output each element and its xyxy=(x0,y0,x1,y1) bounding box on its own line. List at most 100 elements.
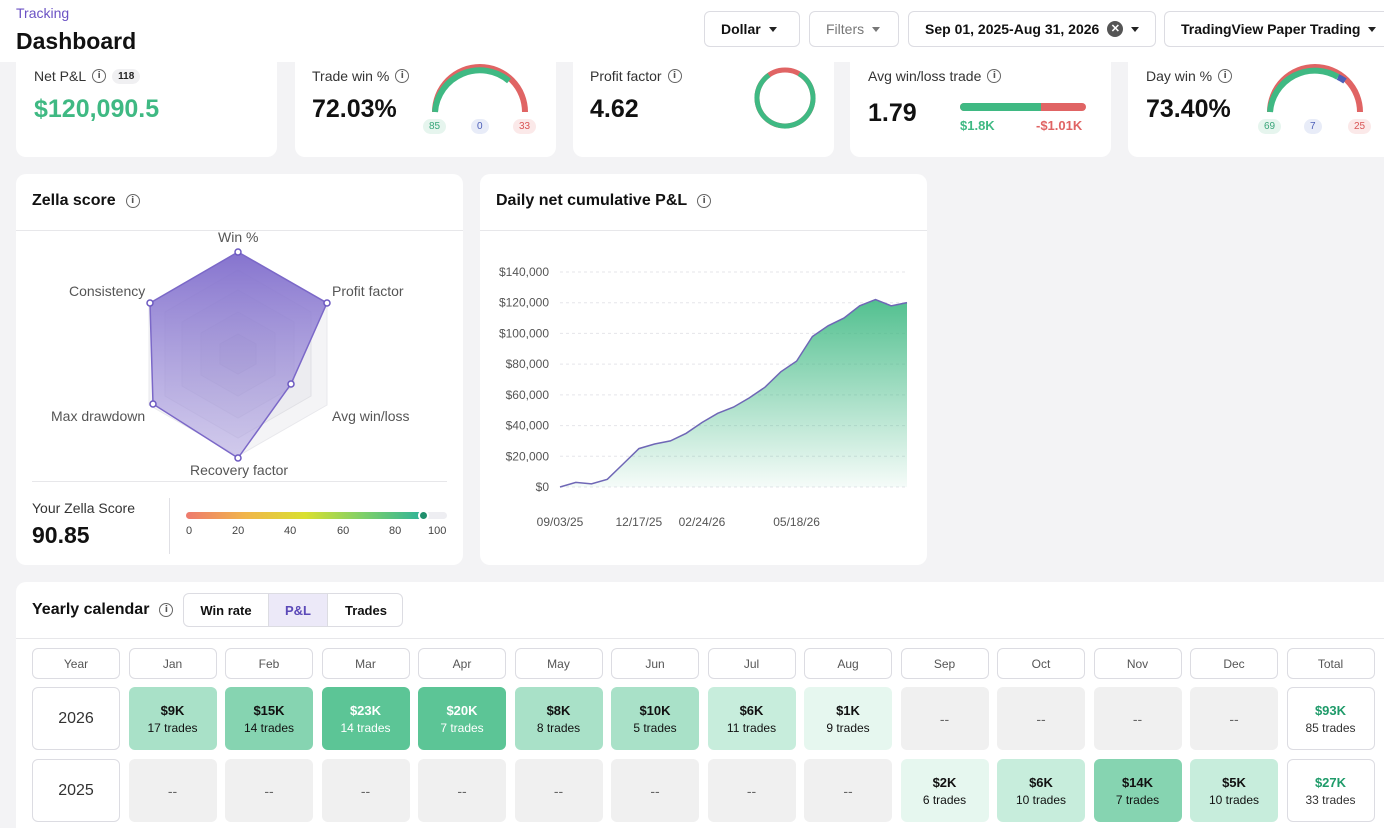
radar-point[interactable] xyxy=(146,299,154,307)
stat-label: Day win % i xyxy=(1146,68,1233,84)
info-icon[interactable]: i xyxy=(697,194,712,208)
calendar-month-cell[interactable]: -- xyxy=(1190,687,1278,750)
calendar-month-cell[interactable]: $6K 10 trades xyxy=(997,759,1085,822)
month-pnl: $1K xyxy=(836,702,860,718)
scale-tick: 60 xyxy=(337,525,350,537)
currency-dropdown[interactable]: Dollar xyxy=(704,11,800,47)
account-label: TradingView Paper Trading xyxy=(1181,21,1361,37)
month-header: Oct xyxy=(997,648,1085,679)
divider xyxy=(32,481,447,482)
info-icon[interactable]: i xyxy=(125,194,140,208)
calendar-month-cell[interactable]: -- xyxy=(900,687,989,750)
zella-score-bar xyxy=(186,510,447,521)
y-tick-label: $140,000 xyxy=(499,265,549,279)
zella-score-value: 90.85 xyxy=(32,522,90,548)
calendar-month-cell[interactable]: $23K 14 trades xyxy=(321,687,410,750)
radar-label-max-drawdown: Max drawdown xyxy=(51,408,146,424)
day-win-label: Day win % xyxy=(1146,68,1213,84)
month-trade-count: 6 trades xyxy=(922,792,967,807)
month-header: Dec xyxy=(1190,648,1278,679)
radar-point[interactable] xyxy=(234,454,242,462)
stat-label: Net P&L i 118 xyxy=(34,68,141,84)
calendar-month-cell[interactable]: $15K 14 trades xyxy=(225,687,313,750)
calendar-month-cell[interactable]: -- xyxy=(321,759,410,822)
calendar-month-cell[interactable]: $10K 5 trades xyxy=(611,687,699,750)
month-header: Aug xyxy=(804,648,892,679)
tab-trades[interactable]: Trades xyxy=(345,602,387,618)
total-header: Total xyxy=(1286,648,1375,679)
info-icon[interactable]: i xyxy=(667,69,682,83)
info-icon[interactable]: i xyxy=(92,69,107,83)
month-header: Apr xyxy=(418,648,506,679)
calendar-month-cell[interactable]: -- xyxy=(997,687,1085,750)
calendar-month-cell[interactable]: -- xyxy=(418,759,506,822)
calendar-month-cell[interactable]: $20K 7 trades xyxy=(418,687,506,750)
calendar-month-cell[interactable]: $6K 11 trades xyxy=(707,687,796,750)
calendar-month-cell[interactable]: -- xyxy=(804,759,892,822)
month-pnl: $5K xyxy=(1222,774,1246,790)
month-trade-count: 10 trades xyxy=(1015,792,1067,807)
month-header: May xyxy=(514,648,603,679)
clear-icon[interactable]: ✕ xyxy=(1107,21,1124,37)
radar-point[interactable] xyxy=(149,400,157,408)
zella-radar-chart xyxy=(146,248,331,462)
month-pnl: $10K xyxy=(639,702,671,718)
month-header: Jan xyxy=(128,648,217,679)
scale-tick: 80 xyxy=(389,525,402,537)
radar-point[interactable] xyxy=(323,299,331,307)
filters-dropdown[interactable]: Filters xyxy=(809,11,899,47)
month-pnl: $8K xyxy=(546,702,571,718)
info-icon[interactable]: i xyxy=(1218,69,1233,83)
profit-factor-card: Profit factor i 4.62 xyxy=(573,62,834,157)
calendar-month-cell[interactable]: $8K 8 trades xyxy=(514,687,603,750)
radar-point[interactable] xyxy=(287,380,295,388)
radar-point[interactable] xyxy=(234,248,242,256)
day-win-card: Day win % i 73.40% 69 7 25 xyxy=(1128,62,1384,157)
trade-win-value: 72.03% xyxy=(312,95,397,123)
zella-scale: 0 20 40 60 80 100 xyxy=(186,525,451,539)
account-dropdown[interactable]: TradingView Paper Trading xyxy=(1164,11,1384,47)
calendar-month-cell[interactable]: -- xyxy=(707,759,796,822)
total-pnl: $27K xyxy=(1314,774,1347,790)
divider xyxy=(480,230,927,231)
losses-pill: 25 xyxy=(1348,119,1372,134)
chevron-down-icon xyxy=(768,26,777,32)
calendar-month-cell[interactable]: $14K 7 trades xyxy=(1093,759,1182,822)
scale-tick: 20 xyxy=(232,525,245,537)
month-pnl: $15K xyxy=(253,702,285,718)
calendar-month-cell[interactable]: -- xyxy=(514,759,603,822)
x-tick-label: 02/24/26 xyxy=(679,515,726,529)
win-loss-bar-fill xyxy=(960,103,1041,111)
calendar-month-cell[interactable]: -- xyxy=(225,759,313,822)
page-title: Dashboard xyxy=(16,28,137,54)
calendar-month-cell[interactable]: $9K 17 trades xyxy=(128,687,217,750)
profit-factor-value: 4.62 xyxy=(590,95,639,123)
month-trade-count: 14 trades xyxy=(340,720,391,735)
pnl-line[interactable] xyxy=(559,298,908,488)
month-pnl: $2K xyxy=(932,774,957,790)
info-icon[interactable]: i xyxy=(987,69,1002,83)
calendar-month-cell[interactable]: -- xyxy=(611,759,699,822)
year-label: 2026 xyxy=(32,687,120,750)
info-icon[interactable]: i xyxy=(395,69,410,83)
calendar-month-cell[interactable]: $2K 6 trades xyxy=(900,759,989,822)
trade-win-gauge xyxy=(432,64,528,113)
info-icon[interactable]: i xyxy=(159,603,174,617)
breadcrumb[interactable]: Tracking xyxy=(16,5,70,21)
avg-win-loss-value: 1.79 xyxy=(868,99,917,127)
profit-factor-label: Profit factor xyxy=(590,68,662,84)
top-bar: Tracking Dashboard Dollar Filters Sep 01… xyxy=(0,0,1384,62)
avg-win-amount: $1.8K xyxy=(960,118,995,133)
net-pnl-card: Net P&L i 118 $120,090.5 xyxy=(16,62,277,157)
month-trade-count: 9 trades xyxy=(826,720,870,735)
calendar-tabs: Win rate P&L Trades xyxy=(183,593,403,627)
calendar-month-cell[interactable]: $5K 10 trades xyxy=(1190,759,1278,822)
calendar-month-cell[interactable]: $1K 9 trades xyxy=(804,687,892,750)
tab-win-rate[interactable]: Win rate xyxy=(200,602,252,618)
tab-pnl[interactable]: P&L xyxy=(268,594,328,626)
avg-win-loss-card: Avg win/loss trade i 1.79 $1.8K -$1.01K xyxy=(850,62,1111,157)
date-range-picker[interactable]: Sep 01, 2025-Aug 31, 2026 ✕ xyxy=(908,11,1156,47)
cumulative-pnl-chart: $0 $20,000 $40,000 $60,000 $80,000 $100,000 $1… xyxy=(499,265,908,529)
calendar-month-cell[interactable]: -- xyxy=(1093,687,1182,750)
calendar-month-cell[interactable]: -- xyxy=(128,759,217,822)
